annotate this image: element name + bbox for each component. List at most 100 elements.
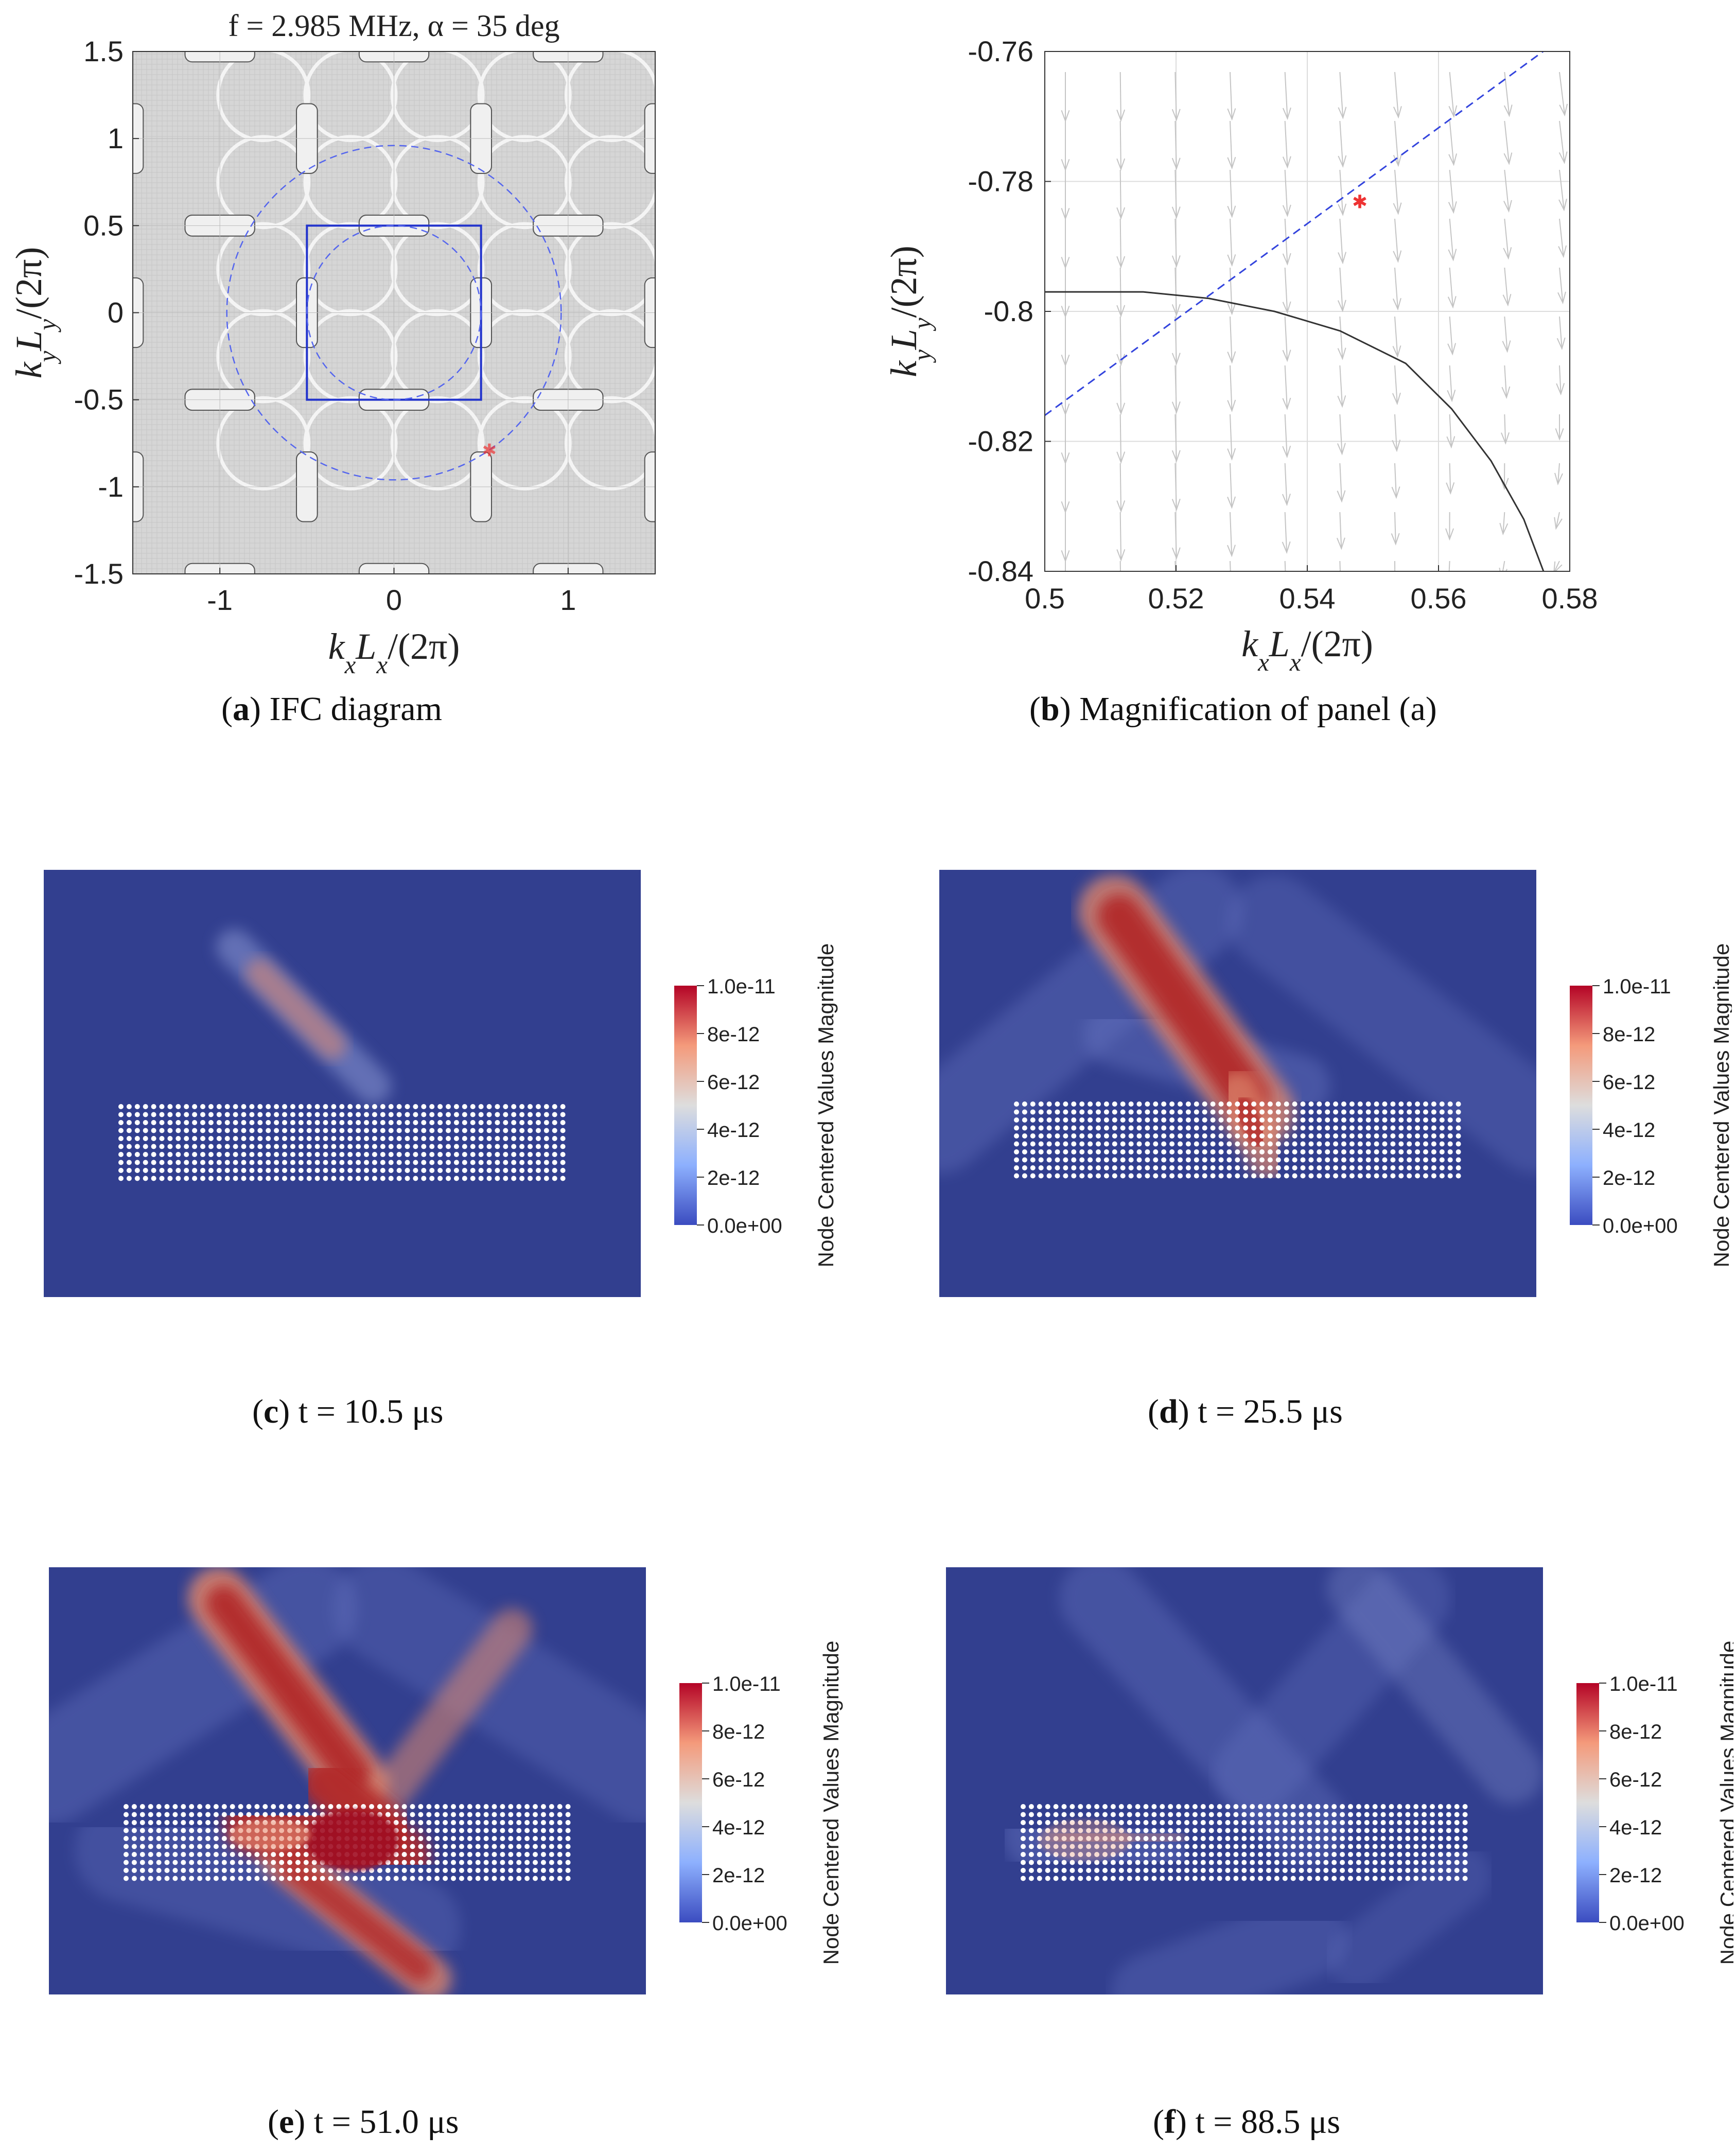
scatterer-dot [124,1820,129,1825]
scatterer-dot [413,1120,418,1125]
scatterer-dot [1398,1141,1404,1147]
scatterer-dot [200,1160,205,1165]
scatterer-dot [1382,1149,1388,1154]
scatterer-dot [528,1128,533,1133]
quiver-arrowhead [1171,450,1181,463]
colorbar-tick-label: 2e-12 [707,1167,760,1189]
scatterer-dot [314,1104,320,1109]
scatterer-dot [1208,1804,1214,1809]
scatterer-dot [328,1804,334,1809]
scatterer-dot [437,1112,443,1117]
scatterer-dot [1349,1157,1355,1163]
scatterer-dot [139,1860,145,1865]
scatterer-dot [1127,1860,1132,1865]
scatterer-dot [1315,1804,1321,1809]
scatterer-dot [323,1120,328,1125]
scatterer-dot [533,1868,538,1873]
scatterer-dot [1210,1149,1216,1154]
scatterer-dot [1014,1165,1019,1170]
scatterer-dot [524,1828,530,1833]
scatterer-dot [1300,1125,1306,1131]
scatterer-dot [249,1128,255,1133]
scatterer-dot [1266,1804,1271,1809]
quiver-arrow [1339,365,1343,407]
scatterer-dot [339,1120,345,1125]
hot-spot [306,1809,399,1871]
scatterer-dot [1389,1860,1394,1865]
scatterer-dot [1241,1860,1247,1865]
quiver-arrowhead [1503,200,1512,213]
caption-f-letter: f [1164,2103,1176,2141]
scatterer-dot [1374,1141,1379,1147]
quiver-arrowhead [1227,108,1236,121]
scatterer-dot [1447,1157,1453,1163]
scatterer-dot [1233,1820,1239,1825]
scatterer-dot [1258,1860,1264,1865]
y-axis-label-part: /(2π) [8,247,49,319]
scatterer-dot [1356,1860,1361,1865]
scatterer-dot [1462,1860,1468,1865]
scatterer-dot [1454,1852,1460,1857]
scatterer-dot [320,1876,325,1881]
bright-arc [564,222,655,317]
scatterer-dot [1431,1165,1436,1170]
quiver-arrowhead [1116,451,1126,464]
scatterer-dot [1112,1117,1117,1123]
scatterer-dot [1094,1860,1100,1865]
quiver-arrowhead [1171,547,1181,560]
scatterer-dot [1030,1165,1036,1170]
scatterer-dot [462,1112,467,1117]
scatterer-dot [516,1812,522,1817]
x-tick-label: 0.54 [1279,582,1336,615]
scatterer-dot [470,1176,476,1181]
scatterer-dot [388,1136,394,1141]
scatterer-dot [233,1160,238,1165]
scatterer-dot [1022,1133,1027,1139]
scatterer-dot [230,1844,235,1849]
scatterer-dot [503,1104,508,1109]
scatterer-dot [221,1868,227,1873]
scatterer-dot [459,1836,464,1841]
scatterer-dot [314,1168,320,1173]
y-tick-label: -0.5 [74,383,124,416]
scatterer-dot [356,1104,361,1109]
scatterer-dot [1022,1173,1027,1179]
scatterer-dot [290,1152,295,1157]
scatterer-dot [124,1812,129,1817]
scatterer-dot [1063,1125,1068,1131]
scatterer-dot [230,1868,235,1873]
quiver-arrow [1448,561,1450,571]
scatterer-dot [1185,1173,1191,1179]
scatterer-dot [298,1112,304,1117]
quiver-arrow [1119,561,1121,571]
scatterer-dot [1094,1804,1100,1809]
scatterer-dot [1120,1141,1126,1147]
scatterer-dot [462,1152,467,1157]
scatterer-dot [524,1876,530,1881]
scatterer-dot [1241,1828,1247,1833]
scatterer-dot [241,1168,247,1173]
scatterer-dot [1250,1804,1255,1809]
scatterer-dot [1415,1133,1421,1139]
scatterer-dot [1323,1836,1329,1841]
scatterer-dot [1103,1109,1109,1115]
scatterer-dot [221,1804,227,1809]
scatterer-dot [151,1104,156,1109]
scatterer-dot [1259,1133,1265,1139]
scatterer-dot [254,1876,260,1881]
scatterer-dot [1037,1860,1042,1865]
quiver-arrowhead [1554,517,1563,530]
scatterer-dot [189,1836,195,1841]
scatterer-dot [1192,1812,1198,1817]
scatterer-dot [287,1812,292,1817]
scatterer-dot [1357,1125,1363,1131]
scatterer-dot [1340,1828,1345,1833]
scatterer-dot [1292,1109,1297,1115]
scatterer-dot [241,1176,247,1181]
scatterer-dot [1258,1868,1264,1873]
scatterer-dot [1390,1157,1396,1163]
quiver-arrow [1559,316,1563,349]
scatterer-dot [405,1144,410,1149]
scatterer-dot [124,1852,129,1857]
scatterer-dot [151,1136,156,1141]
